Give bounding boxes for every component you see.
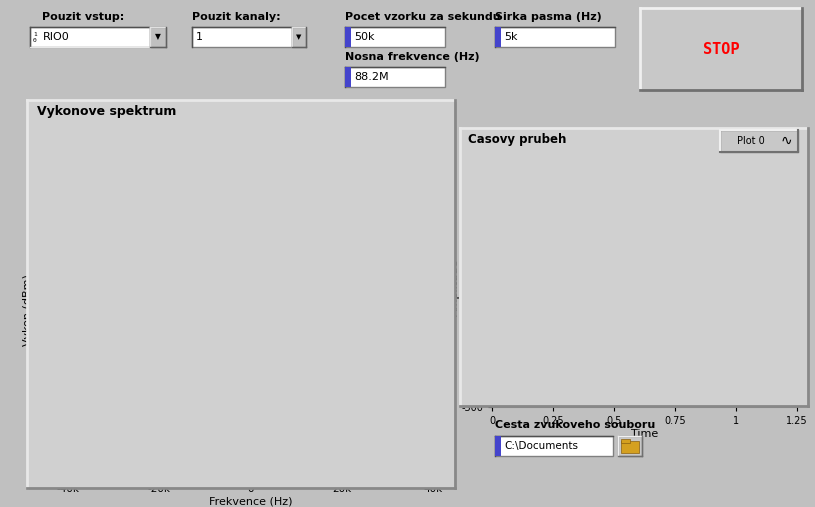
Text: Vykonove spektrum: Vykonove spektrum xyxy=(37,105,176,118)
Text: Pouzit vstup:: Pouzit vstup: xyxy=(42,12,124,22)
Bar xyxy=(495,436,501,456)
Bar xyxy=(345,67,445,87)
Bar xyxy=(495,436,613,456)
Text: ▼: ▼ xyxy=(297,34,302,40)
Text: ▼: ▼ xyxy=(155,32,161,42)
Bar xyxy=(345,67,351,87)
Bar xyxy=(618,436,642,456)
Text: RIO0: RIO0 xyxy=(43,32,70,42)
Bar xyxy=(621,441,639,453)
Text: STOP: STOP xyxy=(703,42,739,56)
Bar xyxy=(345,27,351,47)
Text: Sirka pasma (Hz): Sirka pasma (Hz) xyxy=(495,12,601,22)
Bar xyxy=(495,27,501,47)
Bar xyxy=(30,27,150,47)
Text: Cesta zvukoveho souboru: Cesta zvukoveho souboru xyxy=(495,420,655,430)
Bar xyxy=(292,27,306,47)
Text: Nosna frekvence (Hz): Nosna frekvence (Hz) xyxy=(345,52,479,62)
Bar xyxy=(150,27,166,47)
Bar xyxy=(345,27,445,47)
Text: 1: 1 xyxy=(196,32,203,42)
Bar xyxy=(460,128,808,406)
Text: ∿: ∿ xyxy=(780,134,792,148)
Text: 1: 1 xyxy=(33,31,37,37)
Y-axis label: Vykon (dBm): Vykon (dBm) xyxy=(23,274,33,346)
X-axis label: Frekvence (Hz): Frekvence (Hz) xyxy=(209,497,293,507)
Text: Pocet vzorku za sekundu: Pocet vzorku za sekundu xyxy=(345,12,500,22)
Text: 5k: 5k xyxy=(504,32,518,42)
Y-axis label: Amplitude: Amplitude xyxy=(450,259,460,316)
Text: 0: 0 xyxy=(33,38,37,43)
Bar xyxy=(27,100,455,488)
Text: Plot 0: Plot 0 xyxy=(737,136,764,146)
Bar xyxy=(192,27,292,47)
Text: 50k: 50k xyxy=(354,32,375,42)
Bar xyxy=(621,439,630,443)
Text: Pouzit kanaly:: Pouzit kanaly: xyxy=(192,12,280,22)
X-axis label: Time: Time xyxy=(631,429,659,439)
Text: Casovy prubeh: Casovy prubeh xyxy=(468,133,566,146)
Text: C:\Documents: C:\Documents xyxy=(504,441,578,451)
Bar xyxy=(720,130,798,152)
Bar xyxy=(640,8,802,90)
Bar xyxy=(495,27,615,47)
Text: 88.2M: 88.2M xyxy=(354,72,389,82)
